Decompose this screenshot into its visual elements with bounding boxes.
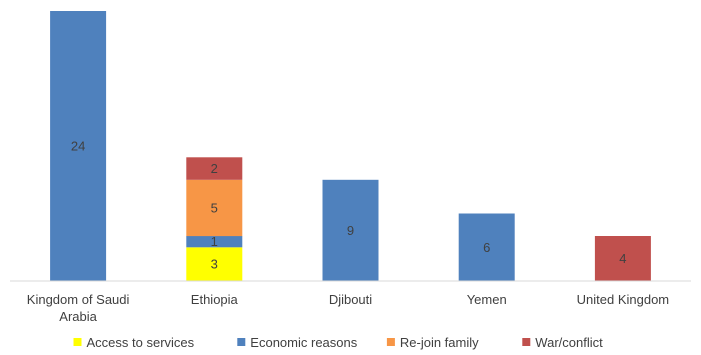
data-label-ethiopia-re-join-family: 5	[211, 200, 218, 215]
legend-label-re-join-family: Re-join family	[400, 335, 479, 350]
data-label-yemen-economic-reasons: 6	[483, 240, 490, 255]
bars-group: 24 3 1 5 2 9 6 4	[50, 11, 651, 282]
bar-ethiopia-re-join-family	[186, 179, 243, 237]
legend-swatch-re-join-family	[386, 338, 395, 346]
bar-united-kingdom-war-conflict	[594, 236, 651, 281]
legend-item-access-to-services: Access to services	[73, 335, 195, 350]
bar-djibouti-economic-reasons	[322, 179, 379, 282]
bar-kingdom-of-saudi-arabia-economic-reasons	[50, 11, 107, 281]
data-label-ethiopia-access-to-services: 3	[211, 257, 218, 272]
legend-label-access-to-services: Access to services	[87, 335, 195, 350]
legend-label-economic-reasons: Economic reasons	[250, 335, 357, 350]
x-tick-label-kingdom-of-saudi-arabia: Kingdom of Saudi Arabia	[27, 292, 130, 324]
bar-ethiopia-access-to-services	[186, 247, 243, 282]
data-label-united-kingdom-war-conflict: 4	[619, 251, 626, 266]
x-tick-label-united-kingdom: United Kingdom	[577, 292, 670, 307]
x-tick-label-yemen: Yemen	[467, 292, 507, 307]
bar-ethiopia-war-conflict	[186, 157, 243, 180]
legend-swatch-war-conflict	[522, 338, 531, 346]
legend-item-war-conflict: War/conflict	[522, 335, 603, 350]
legend-label-war-conflict: War/conflict	[535, 335, 603, 350]
legend-item-economic-reasons: Economic reasons	[237, 335, 358, 350]
legend-swatch-economic-reasons	[237, 338, 246, 346]
data-label-djibouti-economic-reasons: 9	[347, 223, 354, 238]
legend-swatch-access-to-services	[73, 338, 82, 346]
data-label-ethiopia-economic-reasons: 1	[211, 234, 218, 249]
legend-item-re-join-family: Re-join family	[386, 335, 479, 350]
x-tick-label-ethiopia: Ethiopia	[191, 292, 239, 307]
bar-yemen-economic-reasons	[458, 213, 515, 281]
legend: Access to services Economic reasons Re-joi…	[73, 335, 603, 350]
data-label-ethiopia-war-conflict: 2	[211, 161, 218, 176]
x-tick-label-djibouti: Djibouti	[329, 292, 372, 307]
bar-ethiopia-economic-reasons	[186, 236, 243, 248]
data-label-kingdom-of-saudi-arabia-economic-reasons: 24	[71, 139, 85, 154]
x-axis-labels: Kingdom of Saudi Arabia Ethiopia Djibouti Ye…	[27, 292, 669, 324]
